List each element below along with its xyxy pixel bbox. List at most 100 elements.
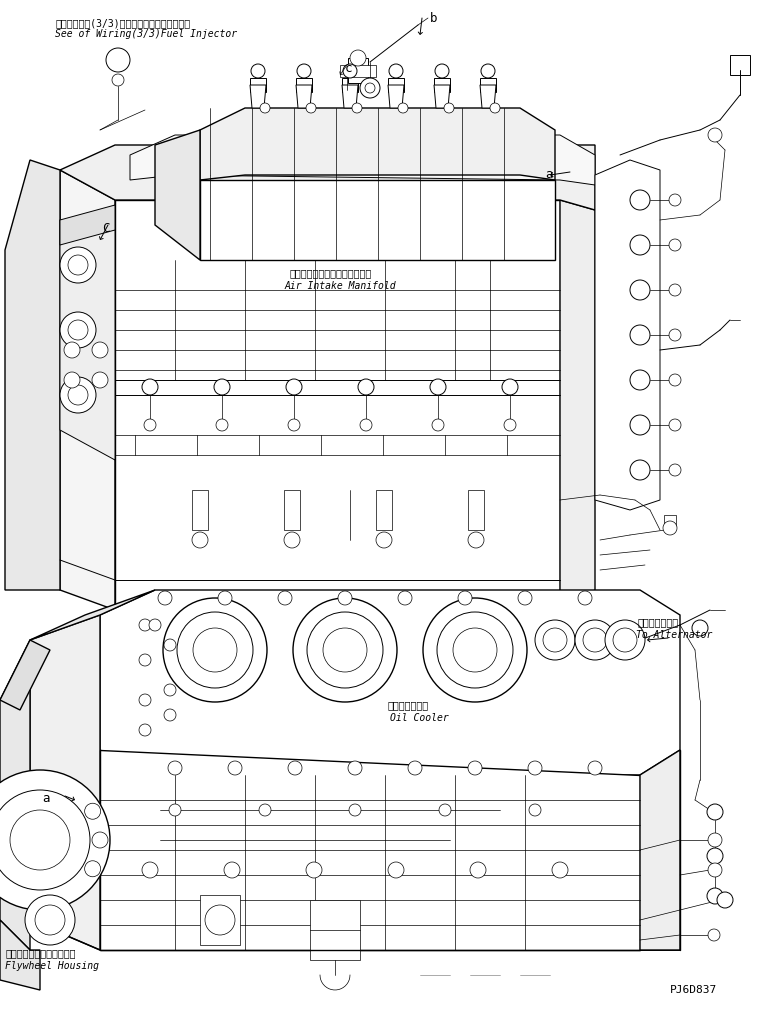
Circle shape (504, 419, 516, 431)
Polygon shape (376, 490, 392, 530)
Polygon shape (60, 205, 115, 245)
Circle shape (142, 862, 158, 878)
Circle shape (169, 804, 181, 816)
Text: Flywheel Housing: Flywheel Housing (5, 961, 99, 971)
Circle shape (307, 612, 383, 688)
Text: ワイヤリング(3/3)フゥエルインジェクタ参照: ワイヤリング(3/3)フゥエルインジェクタ参照 (55, 18, 190, 28)
Polygon shape (200, 895, 240, 945)
Circle shape (630, 281, 650, 300)
Polygon shape (115, 200, 560, 610)
Text: PJ6D837: PJ6D837 (670, 985, 717, 995)
Text: c: c (345, 62, 353, 75)
Polygon shape (60, 145, 595, 210)
Polygon shape (284, 490, 300, 530)
Circle shape (432, 419, 444, 431)
Circle shape (613, 628, 637, 652)
Circle shape (158, 591, 172, 605)
Circle shape (388, 862, 404, 878)
Circle shape (398, 103, 408, 113)
Circle shape (398, 591, 412, 605)
Circle shape (669, 329, 681, 341)
Circle shape (60, 312, 96, 348)
Circle shape (708, 833, 722, 847)
Polygon shape (468, 490, 484, 530)
Bar (730, 55, 750, 75)
Circle shape (360, 419, 372, 431)
Circle shape (578, 591, 592, 605)
Circle shape (64, 372, 80, 388)
Bar (296, 78, 312, 92)
Circle shape (708, 128, 722, 142)
Circle shape (164, 709, 176, 721)
Text: Air Intake Manifold: Air Intake Manifold (285, 281, 396, 291)
Circle shape (278, 591, 292, 605)
Circle shape (343, 64, 357, 78)
Bar (250, 78, 266, 92)
Polygon shape (310, 900, 360, 960)
Circle shape (25, 895, 75, 945)
Circle shape (535, 620, 575, 660)
Circle shape (168, 761, 182, 775)
Circle shape (92, 372, 108, 388)
Circle shape (669, 419, 681, 431)
Circle shape (630, 370, 650, 390)
Bar (434, 78, 450, 92)
Text: フライホイールハウジング: フライホイールハウジング (5, 948, 75, 958)
Circle shape (144, 419, 156, 431)
Circle shape (68, 320, 88, 340)
Circle shape (348, 761, 362, 775)
Polygon shape (595, 160, 660, 510)
Circle shape (84, 861, 101, 877)
Circle shape (468, 532, 484, 548)
Circle shape (251, 64, 265, 78)
Circle shape (605, 620, 645, 660)
Circle shape (669, 284, 681, 296)
Polygon shape (480, 85, 496, 108)
Circle shape (630, 190, 650, 210)
Bar (664, 515, 676, 527)
Circle shape (288, 419, 300, 431)
Circle shape (228, 761, 242, 775)
Circle shape (214, 379, 230, 395)
Circle shape (106, 48, 130, 72)
Polygon shape (200, 108, 555, 180)
Polygon shape (200, 180, 555, 260)
Polygon shape (640, 750, 680, 950)
Polygon shape (30, 615, 100, 950)
Circle shape (297, 64, 311, 78)
Polygon shape (130, 135, 595, 185)
Circle shape (389, 64, 403, 78)
Circle shape (192, 532, 208, 548)
Polygon shape (342, 85, 358, 108)
Circle shape (306, 103, 316, 113)
Circle shape (669, 464, 681, 476)
Circle shape (468, 761, 482, 775)
Circle shape (708, 929, 720, 941)
Circle shape (435, 64, 449, 78)
Polygon shape (100, 590, 680, 775)
Circle shape (588, 761, 602, 775)
Polygon shape (5, 160, 60, 590)
Text: b: b (430, 12, 438, 25)
Circle shape (439, 804, 451, 816)
Circle shape (376, 532, 392, 548)
Circle shape (707, 804, 723, 820)
Bar (340, 65, 376, 77)
Circle shape (518, 591, 532, 605)
Circle shape (164, 639, 176, 651)
Circle shape (430, 379, 446, 395)
Circle shape (163, 598, 267, 702)
Bar (348, 58, 368, 83)
Text: C: C (102, 222, 110, 235)
Circle shape (139, 724, 151, 736)
Circle shape (360, 78, 380, 98)
Text: オルタネータへ: オルタネータへ (638, 616, 679, 627)
Circle shape (60, 377, 96, 413)
Circle shape (323, 628, 367, 672)
Polygon shape (100, 750, 640, 950)
Circle shape (0, 790, 90, 890)
Circle shape (224, 862, 240, 878)
Polygon shape (560, 200, 595, 610)
Circle shape (453, 628, 497, 672)
Circle shape (92, 832, 108, 848)
